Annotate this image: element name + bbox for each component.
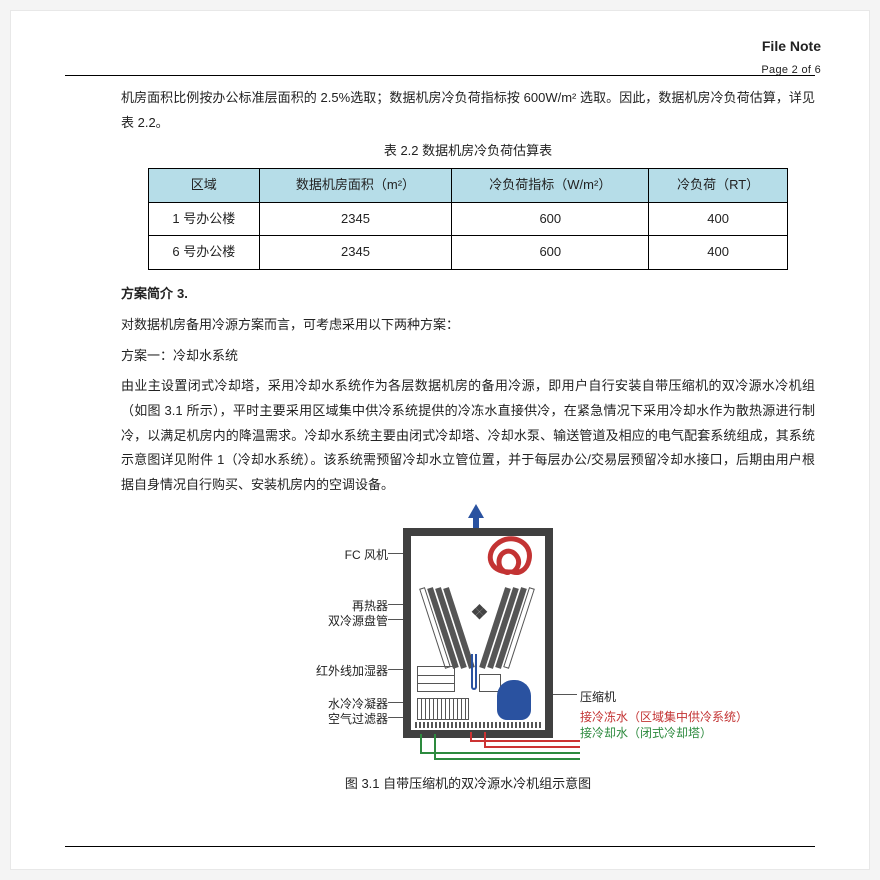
pipe-cooling [434, 734, 436, 758]
airflow-arrow-icon [468, 504, 484, 518]
figure-3-1: FC 风机 再热器 双冷源盘管 红外线加湿器 水冷冷凝器 空气过滤器 [188, 508, 748, 768]
internal-pipe-icon [471, 654, 477, 690]
condenser-icon [417, 698, 469, 720]
pipe-cooling [420, 752, 580, 754]
cooling-load-table: 区域 数据机房面积（m²） 冷负荷指标（W/m²） 冷负荷（RT） 1 号办公楼… [148, 168, 788, 270]
page-header: File Note Page 2 of 6 [761, 33, 821, 80]
pipe-chilled [484, 732, 486, 746]
bottom-rule [65, 846, 815, 847]
pipe-chilled [484, 746, 580, 748]
th-region: 区域 [149, 169, 260, 203]
th-area: 数据机房面积（m²） [259, 169, 452, 203]
table-caption: 表 2.2 数据机房冷负荷估算表 [121, 139, 815, 164]
content-area: 机房面积比例按办公标准层面积的 2.5%选取；数据机房冷负荷指标按 600W/m… [65, 86, 815, 796]
section-number: 3. [177, 282, 188, 307]
figure-caption: 图 3.1 自带压缩机的双冷源水冷机组示意图 [121, 772, 815, 797]
v-gap-icon: ❖ [471, 594, 486, 632]
th-load: 冷负荷（RT） [649, 169, 788, 203]
label-humidifier: 红外线加湿器 [188, 660, 388, 683]
th-index: 冷负荷指标（W/m²） [452, 169, 649, 203]
intro-paragraph: 机房面积比例按办公标准层面积的 2.5%选取；数据机房冷负荷指标按 600W/m… [121, 86, 815, 135]
pipe-chilled [470, 732, 472, 740]
reheater-icon [417, 666, 455, 692]
sec3-p2: 方案一：冷却水系统 [121, 344, 815, 369]
section-3-header: 3. 方案简介 [121, 282, 815, 307]
label-dual-coil: 双冷源盘管 [188, 610, 388, 633]
compressor-icon [497, 680, 531, 720]
unit-body: ❖ [403, 528, 553, 738]
top-rule [65, 75, 815, 76]
table-row: 1 号办公楼 2345 600 400 [149, 202, 788, 236]
leader-line [553, 694, 577, 695]
document-page: File Note Page 2 of 6 机房面积比例按办公标准层面积的 2.… [10, 10, 870, 870]
table-row: 6 号办公楼 2345 600 400 [149, 236, 788, 270]
fan-icon [479, 532, 539, 586]
header-title: File Note [761, 33, 821, 60]
pipe-cooling [434, 758, 580, 760]
pipe-chilled [470, 740, 580, 742]
coil-right-icon [505, 588, 537, 680]
section-title: 方案简介 [121, 286, 173, 301]
label-fan: FC 风机 [188, 544, 388, 567]
air-filter-icon [415, 722, 541, 728]
label-cooling-water: 接冷却水（闭式冷却塔） [580, 722, 712, 745]
sec3-p1: 对数据机房备用冷源方案而言，可考虑采用以下两种方案： [121, 313, 815, 338]
pipe-cooling [420, 734, 422, 752]
header-page-num: Page 2 of 6 [761, 60, 821, 81]
sec3-p3: 由业主设置闭式冷却塔，采用冷却水系统作为各层数据机房的备用冷源，即用户自行安装自… [121, 374, 815, 497]
label-filter: 空气过滤器 [188, 708, 388, 731]
